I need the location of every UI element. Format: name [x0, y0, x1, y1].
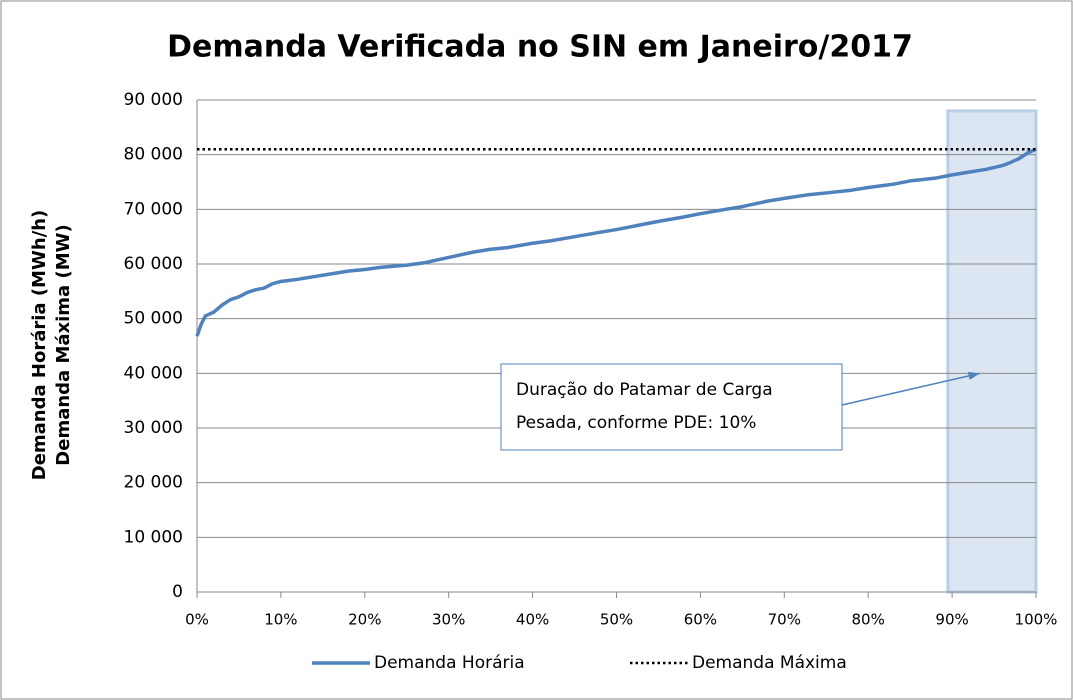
y-tick-label: 60 000	[124, 254, 183, 274]
y-tick-label: 40 000	[124, 363, 183, 383]
y-tick-label: 10 000	[124, 527, 183, 547]
x-tick-label: 80%	[852, 611, 885, 629]
legend-label: Demanda Máxima	[692, 653, 847, 673]
annotation-text: Duração do Patamar de Carga	[516, 380, 773, 400]
annotation-text: Pesada, conforme PDE: 10%	[516, 413, 756, 433]
y-tick-label: 0	[172, 582, 183, 602]
x-tick-label: 0%	[185, 611, 209, 629]
x-tick-label: 10%	[264, 611, 297, 629]
x-tick-label: 20%	[348, 611, 381, 629]
x-tick-label: 60%	[684, 611, 717, 629]
y-tick-label: 80 000	[124, 145, 183, 165]
x-tick-label: 70%	[768, 611, 801, 629]
y-tick-label: 90 000	[124, 90, 183, 110]
y-tick-label: 20 000	[124, 473, 183, 493]
data-line	[195, 147, 1037, 337]
x-tick-label: 30%	[432, 611, 465, 629]
annotation-box	[500, 363, 843, 451]
y-tick-label: 70 000	[124, 199, 183, 219]
y-tick-label: 30 000	[124, 418, 183, 438]
legend-label: Demanda Horária	[374, 653, 525, 673]
chart-title: Demanda Verificada no SIN em Janeiro/201…	[167, 30, 913, 65]
x-tick-label: 40%	[516, 611, 549, 629]
y-axis-label: Demanda Máxima (MW)	[53, 224, 74, 465]
highlight-band	[946, 109, 1038, 594]
x-tick-label: 50%	[600, 611, 633, 629]
annotation-arrow	[841, 372, 980, 406]
arrow-head	[967, 371, 980, 380]
y-tick-label: 50 000	[124, 309, 183, 329]
x-tick-label: 100%	[1015, 611, 1058, 629]
x-tick-label: 90%	[935, 611, 968, 629]
y-axis-label: Demanda Horária (MWh/h)	[29, 210, 50, 481]
